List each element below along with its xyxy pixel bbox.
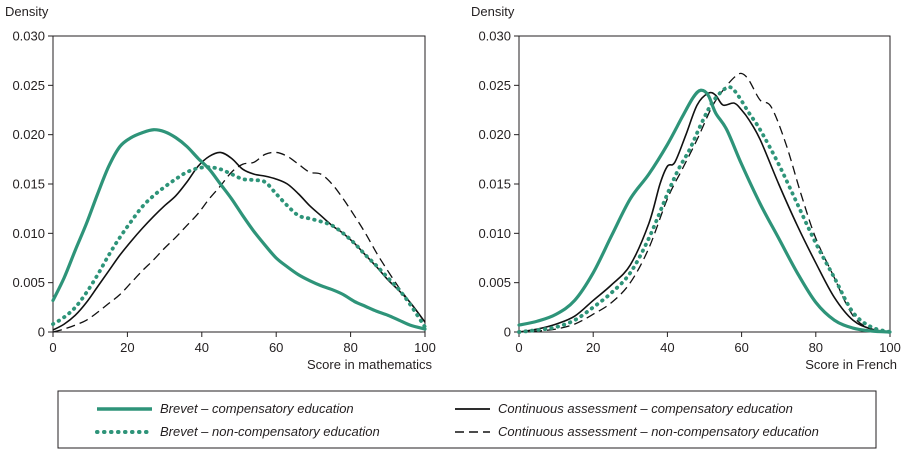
x-tick-label: 60	[734, 340, 748, 355]
y-tick-label: 0.010	[12, 226, 45, 241]
x-tick-label: 20	[586, 340, 600, 355]
x-tick-label: 60	[269, 340, 283, 355]
y-tick-label: 0.015	[478, 177, 511, 192]
y-tick-label: 0.020	[12, 127, 45, 142]
series-line-continuous-compensatory	[518, 91, 891, 333]
legend: Brevet – compensatory education Continuo…	[57, 390, 877, 449]
x-tick-label: 20	[120, 340, 134, 355]
x-tick-label: 40	[660, 340, 674, 355]
y-axis-title: Density	[471, 4, 515, 19]
x-tick-label: 0	[49, 340, 56, 355]
x-axis-title: Score in mathematics	[307, 357, 432, 372]
x-tick-label: 80	[343, 340, 357, 355]
y-tick-label: 0.010	[478, 226, 511, 241]
x-axis-title: Score in French	[805, 357, 897, 372]
chart-french: 0 0.005 0.010 0.015 0.020 0.025 0.030 0 20 40 60 80…	[471, 4, 901, 372]
legend-label-continuous-noncompensatory: Continuous assessment – non-compensatory…	[498, 424, 819, 439]
y-tick-label: 0.015	[12, 177, 45, 192]
series-line-continuous-compensatory	[52, 151, 426, 331]
plot-area	[52, 35, 426, 333]
y-tick-label: 0.005	[478, 275, 511, 290]
y-tick-label: 0.025	[12, 78, 45, 93]
x-tick-label: 80	[809, 340, 823, 355]
series-line-brevet-noncompensatory	[51, 165, 427, 329]
legend-label-brevet-compensatory: Brevet – compensatory education	[160, 401, 354, 416]
series-line-brevet-compensatory	[517, 88, 892, 334]
x-tick-label: 100	[879, 340, 901, 355]
x-tick-label: 40	[195, 340, 209, 355]
y-tick-label: 0.005	[12, 275, 45, 290]
x-tick-label: 0	[515, 340, 522, 355]
y-tick-label: 0.030	[478, 29, 511, 44]
series-line-continuous-noncompensatory	[52, 151, 426, 333]
series-line-brevet-compensatory	[51, 128, 427, 331]
y-tick-label: 0.025	[478, 78, 511, 93]
y-tick-label: 0	[38, 325, 45, 340]
y-axis-title: Density	[5, 4, 49, 19]
plot-area	[518, 35, 891, 333]
legend-label-brevet-noncompensatory: Brevet – non-compensatory education	[160, 424, 380, 439]
y-tick-label: 0.020	[478, 127, 511, 142]
chart-mathematics: 0 0.005 0.010 0.015 0.020 0.025 0.030 0 20 40 60 80…	[5, 4, 436, 372]
legend-box	[57, 390, 877, 449]
y-tick-label: 0	[504, 325, 511, 340]
x-tick-label: 100	[414, 340, 436, 355]
series-line-continuous-noncompensatory	[518, 72, 891, 333]
y-tick-label: 0.030	[12, 29, 45, 44]
legend-label-continuous-compensatory: Continuous assessment – compensatory edu…	[498, 401, 793, 416]
